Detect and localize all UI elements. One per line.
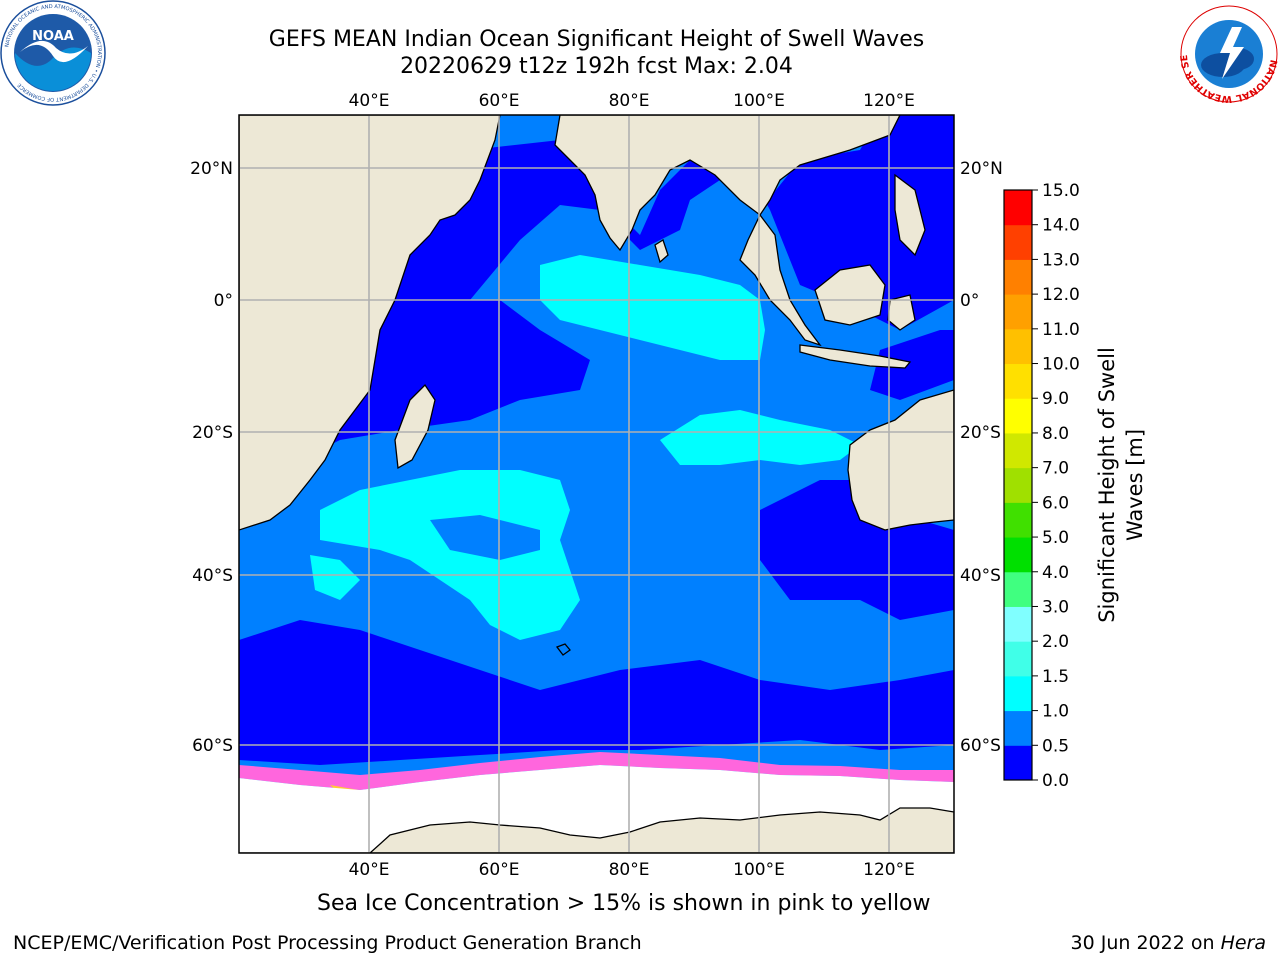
colorbar-tick-label: 5.0 xyxy=(1042,528,1069,548)
colorbar-tick-label: 15.0 xyxy=(1042,181,1080,201)
map-gridlines xyxy=(239,115,954,853)
footer-left: NCEP/EMC/Verification Post Processing Pr… xyxy=(13,932,642,954)
sea-ice-caption: Sea Ice Concentration > 15% is shown in … xyxy=(317,891,931,916)
lon-label: 80°E xyxy=(609,91,650,111)
lat-label: 20°N xyxy=(190,159,233,179)
colorbar-swatch xyxy=(1004,294,1032,330)
lon-label: 80°E xyxy=(609,860,650,880)
colorbar-swatch xyxy=(1004,190,1032,226)
sea-ice-band xyxy=(239,752,954,790)
colorbar-ticks: 0.0 0.5 1.0 1.5 2.0 3.0 4.0 5.0 6.0 7.0 8.0 9.0 10.0… xyxy=(1032,181,1080,791)
map-title-line1: GEFS MEAN Indian Ocean Significant Heigh… xyxy=(268,27,925,52)
lon-label: 120°E xyxy=(863,91,915,111)
colorbar-swatch xyxy=(1004,432,1032,469)
colorbar-swatch xyxy=(1004,745,1032,781)
colorbar-tick-label: 1.5 xyxy=(1042,667,1069,687)
lat-label: 20°S xyxy=(960,423,1001,443)
colorbar-tick-label: 6.0 xyxy=(1042,493,1069,513)
lon-labels-top: 40°E 60°E 80°E 100°E 120°E xyxy=(349,91,915,111)
map-title-line2: 20220629 t12z 192h fcst Max: 2.04 xyxy=(400,54,793,79)
lat-labels-right: 20°N 0° 20°S 40°S 60°S xyxy=(960,159,1003,756)
colorbar: 0.0 0.5 1.0 1.5 2.0 3.0 4.0 5.0 6.0 7.0 8.0 9.0 10.0… xyxy=(1003,181,1147,791)
lat-label: 0° xyxy=(960,291,979,311)
lat-label: 40°S xyxy=(192,566,233,586)
colorbar-label-line2: Waves [m] xyxy=(1123,429,1147,541)
colorbar-tick-label: 11.0 xyxy=(1042,320,1080,340)
colorbar-tick-label: 1.0 xyxy=(1042,702,1069,722)
lon-label: 100°E xyxy=(733,860,785,880)
colorbar-swatch xyxy=(1004,328,1032,365)
lat-label: 20°N xyxy=(960,159,1003,179)
colorbar-swatch xyxy=(1004,363,1032,399)
colorbar-swatch xyxy=(1004,675,1032,712)
lat-label: 20°S xyxy=(192,423,233,443)
lon-labels-bottom: 40°E 60°E 80°E 100°E 120°E xyxy=(349,860,915,880)
footer-host: Hera xyxy=(1220,932,1266,954)
lon-label: 40°E xyxy=(349,91,390,111)
nws-logo: NATIONAL WEATHER SERVICE xyxy=(1180,5,1278,103)
colorbar-tick-label: 12.0 xyxy=(1042,285,1080,305)
lon-label: 60°E xyxy=(479,860,520,880)
footer-right: 30 Jun 2022 on Hera xyxy=(1071,932,1266,954)
colorbar-swatch xyxy=(1004,224,1032,260)
colorbar-tick-label: 0.0 xyxy=(1042,771,1069,791)
swell-field-high xyxy=(310,255,860,640)
lat-label: 60°S xyxy=(960,736,1001,756)
colorbar-swatch xyxy=(1004,606,1032,642)
colorbar-tick-label: 2.0 xyxy=(1042,632,1069,652)
colorbar-swatch xyxy=(1004,467,1032,503)
colorbar-tick-label: 10.0 xyxy=(1042,355,1080,375)
colorbar-swatches xyxy=(1004,190,1032,781)
colorbar-tick-label: 4.0 xyxy=(1042,563,1069,583)
colorbar-tick-label: 3.0 xyxy=(1042,597,1069,617)
colorbar-tick-label: 13.0 xyxy=(1042,250,1080,270)
colorbar-swatch xyxy=(1004,259,1032,295)
colorbar-tick-label: 7.0 xyxy=(1042,459,1069,479)
colorbar-tick-label: 0.5 xyxy=(1042,736,1069,756)
map-frame xyxy=(238,114,955,854)
colorbar-tick-label: 8.0 xyxy=(1042,424,1069,444)
noaa-logo: NOAA NATIONAL OCEANIC AND ATMOSPHERIC AD… xyxy=(0,0,106,106)
map-fields xyxy=(239,115,954,853)
colorbar-swatch xyxy=(1004,641,1032,677)
colorbar-swatch xyxy=(1004,502,1032,538)
lat-labels-left: 20°N 0° 20°S 40°S 60°S xyxy=(190,159,233,756)
lon-label: 60°E xyxy=(479,91,520,111)
lon-label: 40°E xyxy=(349,860,390,880)
lat-label: 60°S xyxy=(192,736,233,756)
lat-label: 0° xyxy=(214,291,233,311)
colorbar-swatch xyxy=(1004,398,1032,434)
noaa-logo-text: NOAA xyxy=(32,29,74,44)
colorbar-swatch xyxy=(1004,710,1032,746)
lat-label: 40°S xyxy=(960,566,1001,586)
lon-label: 120°E xyxy=(863,860,915,880)
lon-label: 100°E xyxy=(733,91,785,111)
map-area: 40°E 60°E 80°E 100°E 120°E 40°E 60°E 80°… xyxy=(190,91,1003,880)
colorbar-swatch xyxy=(1004,537,1032,573)
footer-date: 30 Jun 2022 on xyxy=(1070,932,1221,954)
colorbar-label-line1: Significant Height of Swell xyxy=(1095,347,1119,623)
colorbar-swatch xyxy=(1004,571,1032,607)
colorbar-tick-label: 9.0 xyxy=(1042,389,1069,409)
colorbar-tick-label: 14.0 xyxy=(1042,216,1080,236)
colorbar-frame xyxy=(1003,189,1033,781)
